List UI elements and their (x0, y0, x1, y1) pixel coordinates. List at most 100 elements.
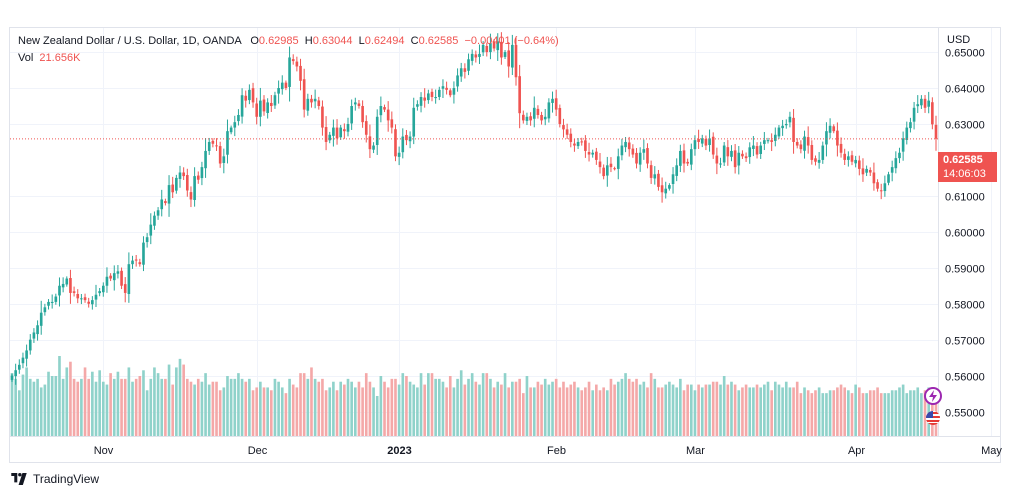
volume-bar (638, 384, 642, 436)
volume-bar (576, 387, 580, 436)
candle-body (598, 161, 602, 168)
volume-bar (679, 378, 682, 436)
volume-bar (635, 378, 638, 436)
currency-label[interactable]: USD (947, 34, 971, 46)
volume-bar (149, 378, 153, 436)
volume-bar (383, 381, 386, 436)
candle-body (715, 155, 719, 164)
volume-bar (598, 390, 602, 436)
candle-body (887, 174, 890, 183)
candle-body (394, 129, 397, 157)
candle-body (116, 271, 120, 274)
candle-body (817, 159, 821, 163)
volume-bar (616, 381, 620, 436)
candle-body (167, 185, 171, 204)
volume-bar (693, 390, 697, 436)
price-tick-label: 0.61000 (945, 192, 985, 204)
volume-bar (218, 390, 222, 436)
candle-body (613, 168, 616, 170)
volume-bar (675, 387, 679, 436)
volume-bar (887, 393, 890, 436)
candle-body (251, 88, 255, 103)
volume-bar (503, 373, 507, 436)
candle-body (248, 89, 251, 101)
volume-bar (390, 378, 394, 436)
candle-body (445, 87, 448, 90)
volume-bar (876, 387, 879, 436)
volume-bar (777, 384, 781, 436)
candle-body (573, 143, 576, 146)
us-flag-event-icon[interactable] (926, 411, 940, 425)
candle-body (492, 42, 496, 49)
volume-bar (741, 387, 744, 436)
footer-branding[interactable]: TradingView (10, 472, 99, 486)
price-axis[interactable]: 0.55000 0.56000 0.57000 0.58000 0.59000 0.600… (945, 48, 985, 420)
volume-bar (631, 381, 635, 436)
volume-bar (518, 378, 521, 436)
candle-body (697, 139, 700, 142)
candle-body (883, 183, 887, 192)
candle-body (584, 140, 587, 151)
candle-body (390, 119, 394, 128)
time-tick-label: Nov (94, 445, 114, 457)
time-axis[interactable]: Nov Dec 2023 Feb Mar Apr May (94, 445, 1003, 457)
candle-body (909, 122, 912, 129)
candle-body (635, 152, 638, 164)
volume-bar (87, 378, 91, 436)
candle-body (580, 141, 584, 143)
volume-bar (240, 378, 244, 436)
candle-body (149, 224, 153, 236)
volume-bar (664, 384, 668, 436)
candle-body (686, 161, 689, 164)
volume-bar (810, 393, 814, 436)
candle-body (551, 98, 554, 103)
candle-body (810, 145, 814, 160)
candle-body (357, 103, 361, 107)
candle-body (120, 270, 123, 286)
candle-body (719, 163, 722, 165)
candle-body (233, 122, 237, 128)
volume-bar (397, 384, 401, 436)
candle-body (803, 136, 806, 151)
volume-bar (207, 384, 211, 436)
time-tick-label: Feb (547, 445, 566, 457)
candle-body (532, 107, 536, 119)
volume-bar (514, 381, 518, 436)
candle-body (14, 370, 17, 377)
candle-body (101, 285, 105, 293)
volume-bar (127, 367, 131, 436)
volume-bar (901, 384, 905, 436)
candle-body (317, 100, 321, 107)
lightning-event-icon[interactable] (924, 387, 942, 405)
candle-body (679, 150, 682, 166)
candle-body (861, 168, 865, 175)
volume-bar (660, 387, 664, 436)
volume-label[interactable]: Vol (18, 52, 34, 64)
symbol-title[interactable]: New Zealand Dollar / U.S. Dollar, 1D, OA… (18, 35, 242, 47)
candle-body (346, 123, 350, 132)
volume-bar (185, 378, 189, 436)
candle-body (500, 41, 503, 58)
candle-body (175, 177, 178, 191)
volume-bar (332, 381, 335, 436)
volume-bar (109, 373, 112, 436)
volume-bar (295, 387, 299, 436)
volume-bar (76, 381, 80, 436)
candle-body (799, 144, 803, 150)
candle-body (273, 95, 277, 106)
volume-bar (551, 381, 554, 436)
candle-body (456, 75, 459, 87)
volume-bar (134, 378, 138, 436)
candle-body (299, 65, 302, 81)
volume-bar (10, 373, 14, 436)
candle-body (109, 275, 112, 279)
volume-bar (123, 378, 127, 436)
time-tick-label: 2023 (387, 445, 411, 457)
volume-bar (879, 393, 883, 436)
candle-body (616, 156, 620, 169)
volume-bar (350, 381, 353, 436)
candle-body (755, 146, 759, 155)
volume-bar (843, 387, 847, 436)
volume-bar (54, 376, 58, 436)
